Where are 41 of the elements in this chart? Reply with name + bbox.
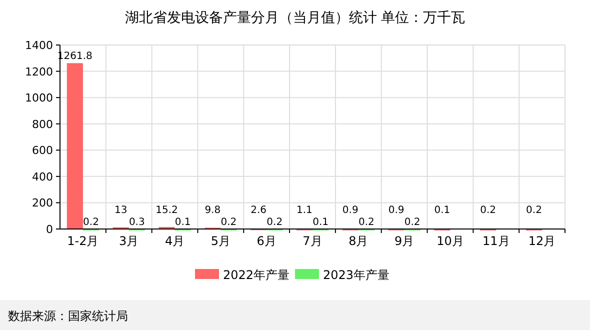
y-tick-label: 1200 xyxy=(25,65,53,78)
legend-label: 2023年产量 xyxy=(323,268,390,282)
y-tick-label: 600 xyxy=(32,144,53,158)
data-label: 0.2 xyxy=(83,216,99,228)
x-tick-label: 3月 xyxy=(119,234,139,248)
data-label: 0.1 xyxy=(312,216,328,228)
y-tick-label: 800 xyxy=(32,118,53,131)
data-label: 0.1 xyxy=(434,205,450,216)
x-tick-label: 8月 xyxy=(348,234,368,248)
data-label: 0.2 xyxy=(480,205,496,216)
x-tick-label: 6月 xyxy=(256,234,276,248)
x-tick-label: 9月 xyxy=(394,234,414,248)
data-label: 1.1 xyxy=(296,205,312,216)
data-label: 0.2 xyxy=(404,216,420,228)
data-label: 15.2 xyxy=(156,205,178,216)
data-label: 0.1 xyxy=(174,216,191,228)
data-label: 13 xyxy=(114,205,128,216)
data-label: 2.6 xyxy=(250,205,267,216)
x-tick-label: 11月 xyxy=(482,234,510,248)
chart-title: 湖北省发电设备产量分月（当月值）统计 单位：万千瓦 xyxy=(124,10,466,26)
y-tick-label: 1000 xyxy=(25,92,53,105)
x-tick-label: 5月 xyxy=(210,234,230,248)
y-tick-label: 0 xyxy=(46,223,53,236)
data-label: 0.2 xyxy=(526,205,542,216)
x-tick-label: 1-2月 xyxy=(67,234,99,248)
data-label: 0.2 xyxy=(220,216,237,228)
y-tick-label: 200 xyxy=(32,196,53,210)
data-label: 0.3 xyxy=(128,216,145,228)
source-note: 数据来源：国家统计局 xyxy=(8,309,128,323)
x-tick-label: 4月 xyxy=(164,234,185,248)
x-tick-label: 7月 xyxy=(302,234,322,248)
data-label: 0.9 xyxy=(342,205,358,216)
data-label: 0.2 xyxy=(266,216,283,228)
x-tick-label: 12月 xyxy=(528,234,556,248)
legend-label: 2022年产量 xyxy=(223,268,290,282)
data-label: 9.8 xyxy=(204,205,221,216)
data-label: 0.9 xyxy=(388,205,404,216)
y-tick-label: 400 xyxy=(32,170,53,184)
y-tick-label: 1400 xyxy=(25,39,53,52)
x-tick-label: 10月 xyxy=(436,234,464,248)
data-label: 0.2 xyxy=(358,216,374,228)
